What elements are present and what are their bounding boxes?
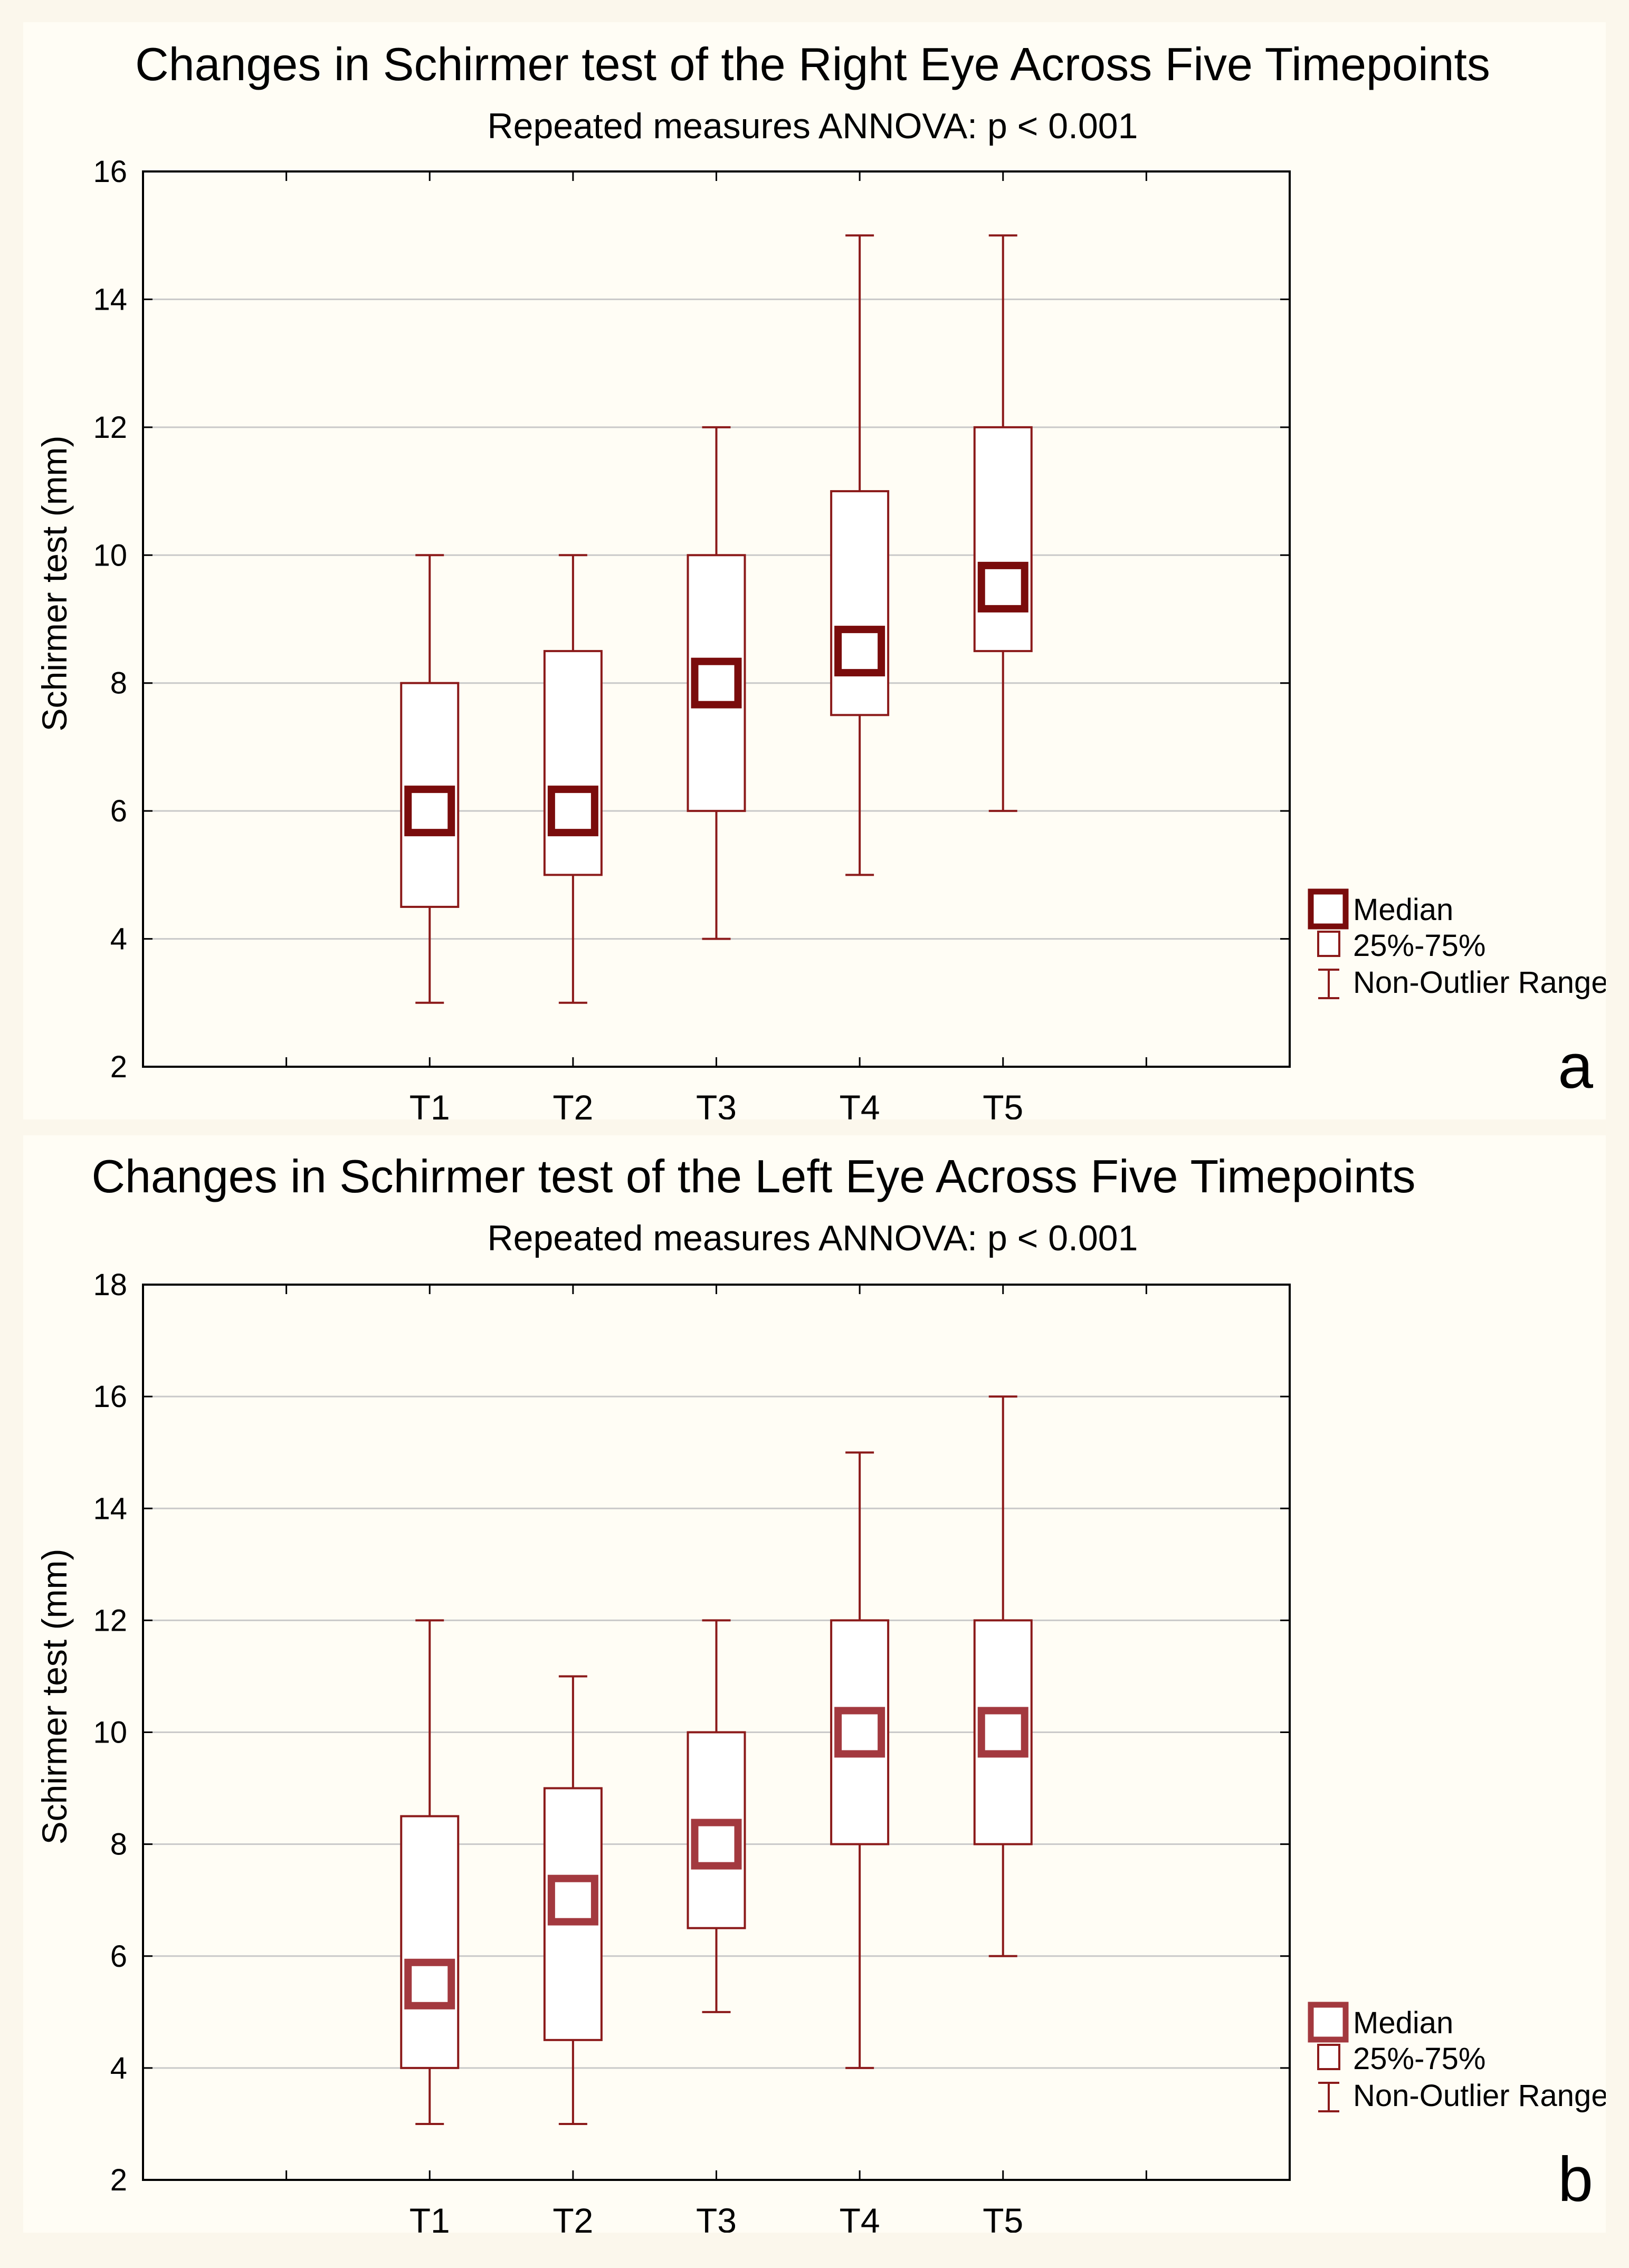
y-tick-label: 8 — [110, 666, 127, 701]
chart-title: Changes in Schirmer test of the Right Ey… — [135, 38, 1490, 90]
box-t5 — [973, 1395, 1033, 1957]
legend-median-swatch — [1308, 888, 1349, 930]
x-category-label: T3 — [696, 2201, 737, 2233]
x-category-label: T3 — [696, 1088, 737, 1119]
median-marker — [404, 786, 455, 837]
x-category-label: T4 — [840, 2201, 880, 2233]
legend-label: Median — [1353, 893, 1453, 927]
x-category-label: T5 — [983, 1088, 1023, 1119]
iqr-box — [543, 650, 603, 876]
chart-left-eye: Changes in Schirmer test of the Left Eye… — [35, 1150, 1606, 2233]
legend-box-swatch — [1317, 2044, 1340, 2070]
box-t5 — [973, 234, 1033, 812]
chart-panel-right-eye: Changes in Schirmer test of the Right Ey… — [23, 22, 1606, 1119]
median-marker — [547, 1874, 598, 1926]
y-tick-label: 4 — [110, 922, 127, 956]
median-marker — [404, 1958, 455, 2009]
y-axis-label: Schirmer test (mm) — [35, 436, 74, 732]
y-tick-label: 12 — [93, 1603, 127, 1638]
box-t4 — [830, 1451, 890, 2069]
median-marker — [834, 1707, 885, 1758]
plot-area: 2 4 6 8 10 12 14 16 T1 T2 T3 T4 T5 Median25%-75%Non-O… — [93, 155, 1606, 1119]
y-axis-label: Schirmer test (mm) — [35, 1549, 74, 1845]
y-tick-label: 2 — [110, 1050, 127, 1084]
x-category-label: T1 — [409, 1088, 450, 1119]
x-category-label: T5 — [983, 2201, 1023, 2233]
y-tick-label: 6 — [110, 1939, 127, 1974]
plot-frame — [142, 170, 1291, 1068]
legend-label: 25%-75% — [1353, 929, 1485, 963]
y-tick-label: 6 — [110, 794, 127, 828]
y-tick-label: 14 — [93, 282, 127, 317]
y-tick-label: 16 — [93, 1380, 127, 1414]
box-t2 — [543, 1675, 603, 2125]
x-category-label: T1 — [409, 2201, 450, 2233]
median-marker — [691, 1819, 742, 1870]
iqr-box — [973, 426, 1033, 653]
box-t3 — [687, 1619, 746, 2013]
x-category-label: T4 — [840, 1088, 880, 1119]
box-t1 — [400, 554, 460, 1004]
y-tick-label: 10 — [93, 1716, 127, 1750]
legend-label: 25%-75% — [1353, 2042, 1485, 2076]
median-marker — [977, 561, 1028, 613]
y-tick-label: 4 — [110, 2051, 127, 2085]
box-t2 — [543, 554, 603, 1004]
x-category-label: T2 — [552, 1088, 593, 1119]
x-category-label: T2 — [552, 2201, 593, 2233]
y-tick-label: 18 — [93, 1268, 127, 1302]
legend-label: Non-Outlier Range — [1353, 2079, 1606, 2113]
y-tick-label: 12 — [93, 410, 127, 445]
box-t1 — [400, 1619, 460, 2125]
panel-label: b — [1558, 2144, 1593, 2215]
y-tick-label: 14 — [93, 1491, 127, 1526]
legend-median-swatch — [1308, 2002, 1349, 2043]
y-tick-label: 8 — [110, 1827, 127, 1862]
legend-label: Non-Outlier Range — [1353, 965, 1606, 1000]
chart-subtitle: Repeated measures ANNOVA: p < 0.001 — [488, 1218, 1138, 1258]
median-marker — [547, 786, 598, 837]
iqr-box — [400, 1815, 460, 2069]
legend-label: Median — [1353, 2006, 1453, 2040]
median-marker — [834, 626, 885, 677]
median-marker — [691, 657, 742, 709]
y-tick-label: 2 — [110, 2163, 127, 2197]
chart-subtitle: Repeated measures ANNOVA: p < 0.001 — [488, 106, 1138, 146]
legend-box-swatch — [1317, 931, 1340, 957]
iqr-box — [830, 490, 890, 716]
y-tick-label: 10 — [93, 538, 127, 572]
chart-right-eye: Changes in Schirmer test of the Right Ey… — [35, 38, 1606, 1119]
panel-label: a — [1558, 1031, 1593, 1102]
median-marker — [977, 1707, 1028, 1758]
plot-frame — [142, 1284, 1291, 2181]
box-t4 — [830, 234, 890, 876]
plot-area: 2 4 6 8 10 12 14 16 18 T1 T2 T3 T4 T5 Median25%-75%Non… — [93, 1268, 1606, 2233]
chart-panel-left-eye: Changes in Schirmer test of the Left Eye… — [23, 1135, 1606, 2233]
box-t3 — [687, 426, 746, 940]
chart-title: Changes in Schirmer test of the Left Eye… — [91, 1150, 1415, 1202]
y-tick-label: 16 — [93, 155, 127, 189]
